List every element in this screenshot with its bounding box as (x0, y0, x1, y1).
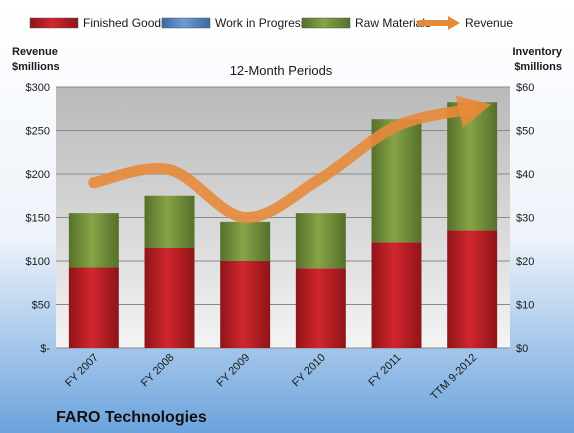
legend-item-finished-goods: Finished Goods (29, 16, 167, 30)
right-tick-label: $20 (516, 256, 534, 268)
legend-label: Work in Progress (215, 16, 307, 30)
legend-swatch (161, 17, 211, 29)
revenue-point (244, 217, 246, 219)
left-tick-label: $300 (26, 82, 50, 94)
left-tick-label: $100 (26, 256, 50, 268)
legend-swatch (301, 17, 351, 29)
bar-raw-materials (295, 213, 346, 269)
left-tick-label: $250 (26, 126, 50, 138)
bar-finished-goods (144, 247, 195, 348)
bar-raw-materials (144, 195, 195, 248)
company-name: FARO Technologies (56, 409, 207, 426)
bar-raw-materials (220, 221, 271, 261)
right-axis-title-line2: $millions (514, 61, 562, 73)
left-tick-label: $- (40, 343, 50, 355)
legend-swatch-arrow (448, 16, 460, 30)
right-tick-label: $10 (516, 300, 534, 312)
left-axis-title-line1: Revenue (12, 46, 58, 58)
legend-label: Revenue (465, 16, 513, 30)
revenue-point (471, 108, 473, 110)
bar-finished-goods (371, 242, 422, 348)
revenue-point (320, 177, 322, 179)
revenue-point (396, 125, 398, 127)
bar-finished-goods (295, 268, 346, 348)
bar-finished-goods (220, 261, 271, 348)
right-tick-label: $40 (516, 169, 534, 181)
right-tick-label: $60 (516, 82, 534, 94)
legend-label: Finished Goods (83, 16, 167, 30)
bar-raw-materials (68, 213, 119, 268)
left-tick-label: $200 (26, 169, 50, 181)
left-axis-title-line2: $millions (12, 61, 60, 73)
revenue-line (88, 95, 492, 223)
legend-item-work-in-progress: Work in Progress (161, 16, 307, 30)
right-tick-label: $30 (516, 213, 534, 225)
legend-item-revenue: Revenue (417, 16, 513, 30)
legend-swatch (29, 17, 79, 29)
revenue-point (93, 182, 95, 184)
revenue-point (169, 169, 171, 171)
bar-finished-goods (68, 267, 119, 348)
bar-finished-goods (447, 230, 498, 348)
left-tick-label: $50 (32, 300, 50, 312)
chart-subtitle: 12-Month Periods (230, 63, 333, 78)
bar-raw-materials (447, 102, 498, 231)
right-tick-label: $50 (516, 126, 534, 138)
legend-label: Raw Materials (355, 16, 431, 30)
legend: Finished Goods Work in Progress Raw Materi… (29, 16, 513, 30)
left-tick-label: $150 (26, 213, 50, 225)
right-axis-title-line1: Inventory (512, 46, 562, 58)
legend-item-raw-materials: Raw Materials (301, 16, 431, 30)
right-tick-label: $0 (516, 343, 528, 355)
